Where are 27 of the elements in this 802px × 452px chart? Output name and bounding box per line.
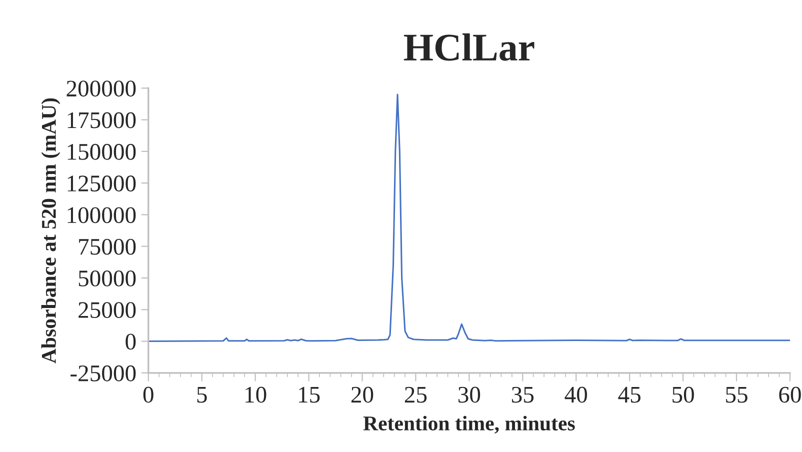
line-series [148, 94, 790, 342]
y-tick-label: 50000 [78, 270, 136, 286]
y-tick-label: 75000 [79, 238, 136, 255]
y-axis-title: Absorbance at 520 nm (mAU) [41, 98, 60, 364]
y-tick-label: -25000 [70, 365, 136, 382]
y-tick-label: 175000 [68, 112, 136, 128]
x-tick-label: 10 [246, 386, 266, 403]
x-tick-label: 45 [618, 386, 640, 403]
x-tick-label: 15 [299, 386, 320, 403]
x-tick-label: 0 [143, 386, 154, 403]
y-tick-label: 200000 [66, 80, 136, 97]
x-axis-title: Retention time, minutes [363, 416, 575, 434]
x-tick-label: 20 [351, 386, 374, 403]
chart-title: HClLar [404, 33, 534, 61]
x-tick-label: 55 [726, 387, 748, 403]
y-tick-label: 150000 [68, 144, 136, 160]
x-tick-label: 5 [197, 387, 207, 403]
y-tick-label: 100000 [68, 207, 136, 224]
x-tick-label: 25 [404, 386, 427, 403]
x-tick-label: 60 [779, 386, 801, 403]
x-tick-label: 40 [564, 386, 588, 403]
y-tick-label: 25000 [78, 302, 136, 318]
x-tick-label: 50 [672, 386, 694, 403]
y-tick-label: 0 [126, 334, 136, 350]
x-tick-label: 35 [512, 386, 534, 403]
y-tick-label: 125000 [68, 176, 136, 192]
x-tick-label: 30 [458, 386, 480, 403]
